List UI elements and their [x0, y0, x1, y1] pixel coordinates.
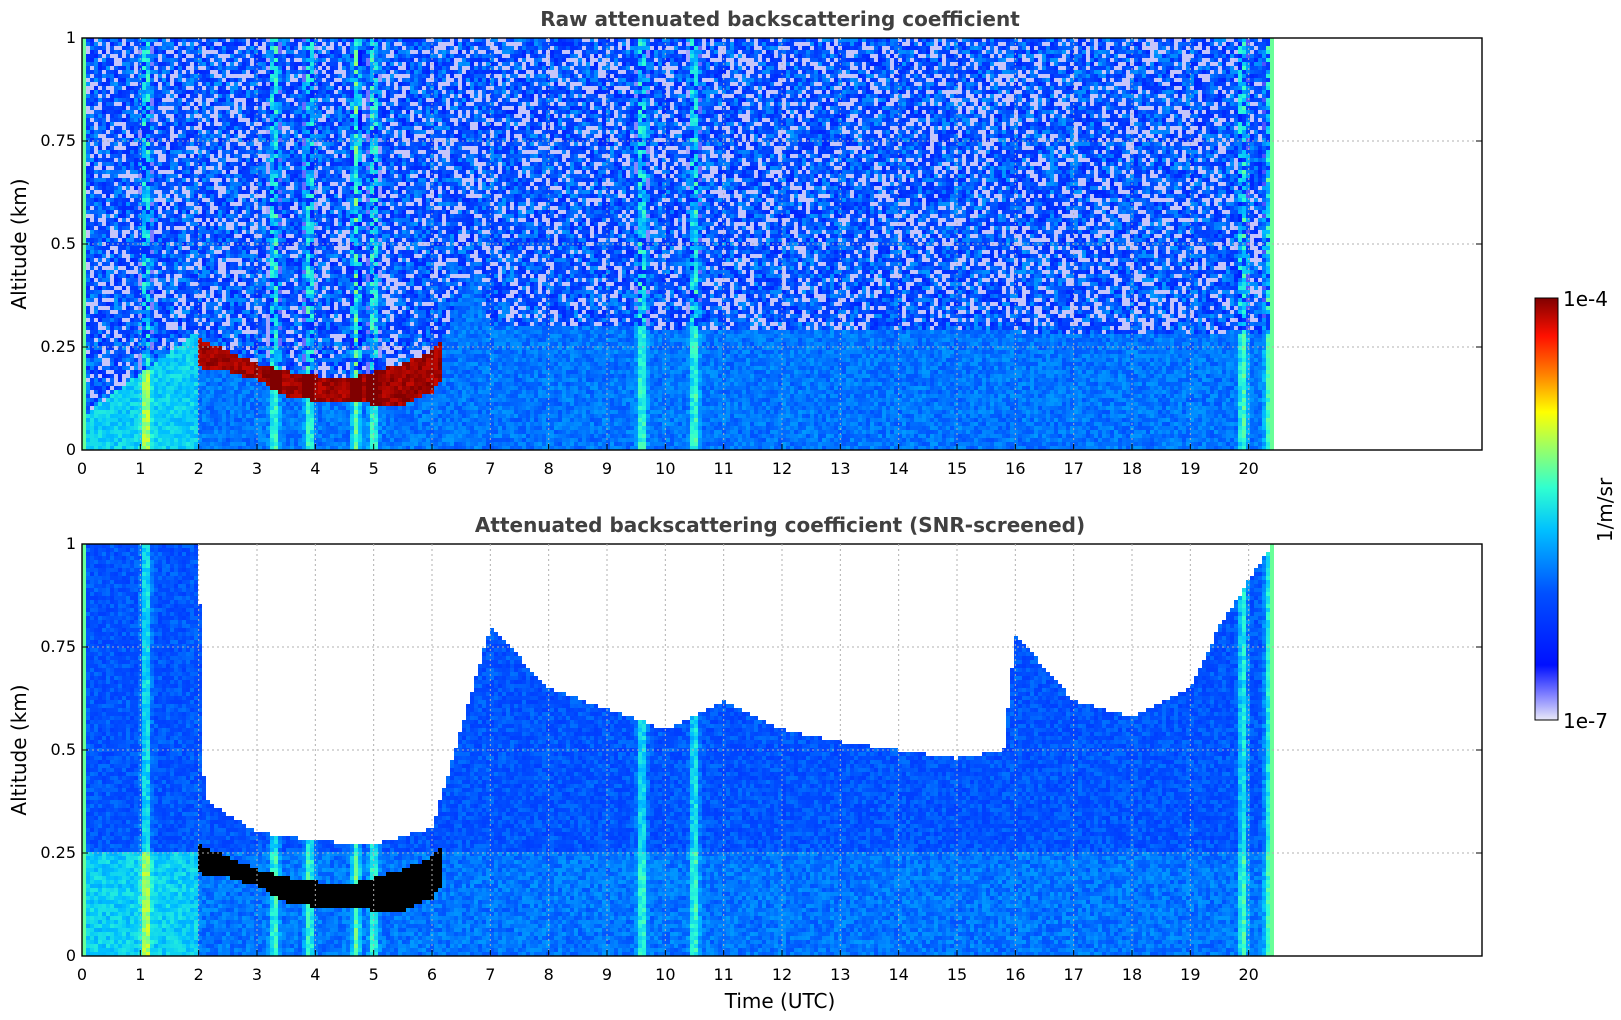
x-tick-label: 8	[544, 965, 554, 984]
x-tick-label: 18	[1122, 459, 1142, 478]
x-tick-label: 9	[602, 965, 612, 984]
y-tick-label: 0.5	[51, 234, 76, 253]
y-axis-label: Altitude (km)	[7, 684, 31, 815]
x-axis-label: Time (UTC)	[724, 989, 836, 1013]
x-tick-label: 3	[252, 965, 262, 984]
colorbar-max-label: 1e-4	[1563, 287, 1608, 311]
x-tick-label: 11	[713, 459, 733, 478]
y-tick-label: 0.5	[51, 740, 76, 759]
colorbar-unit-label: 1/m/sr	[1593, 477, 1617, 542]
y-axis: 0 0.25 0.5 0.75 1	[40, 28, 1482, 459]
y-tick-label: 1	[66, 28, 76, 47]
x-tick-label: 2	[194, 965, 204, 984]
x-tick-label: 4	[310, 965, 320, 984]
x-tick-label: 9	[602, 459, 612, 478]
x-tick-label: 8	[544, 459, 554, 478]
x-tick-label: 20	[1238, 459, 1258, 478]
x-tick-label: 13	[830, 459, 850, 478]
x-tick-label: 17	[1063, 459, 1083, 478]
x-tick-label: 15	[947, 459, 967, 478]
x-tick-label: 16	[1005, 459, 1025, 478]
x-tick-label: 18	[1122, 965, 1142, 984]
x-tick-label: 3	[252, 459, 262, 478]
raw-backscatter-panel: Raw attenuated backscattering coefficien…	[7, 7, 1483, 478]
x-tick-label: 19	[1180, 965, 1200, 984]
x-tick-label: 13	[830, 965, 850, 984]
y-tick-label: 0.25	[40, 337, 76, 356]
panel-title: Attenuated backscattering coefficient (S…	[475, 513, 1085, 537]
y-tick-label: 0.75	[40, 131, 76, 150]
y-axis: 0 0.25 0.5 0.75 1	[40, 534, 1482, 965]
x-tick-label: 10	[655, 459, 675, 478]
x-tick-label: 12	[772, 459, 792, 478]
x-tick-label: 17	[1063, 965, 1083, 984]
colorbar: 1e-4 1e-7 1/m/sr	[1534, 287, 1617, 733]
x-tick-label: 0	[77, 459, 87, 478]
x-tick-label: 15	[947, 965, 967, 984]
x-tick-label: 5	[369, 459, 379, 478]
x-tick-label: 6	[427, 965, 437, 984]
y-tick-label: 1	[66, 534, 76, 553]
colorbar-min-label: 1e-7	[1563, 709, 1608, 733]
x-tick-label: 20	[1238, 965, 1258, 984]
y-tick-label: 0	[66, 440, 76, 459]
x-tick-label: 7	[485, 459, 495, 478]
y-axis-label: Altitude (km)	[7, 178, 31, 309]
x-tick-label: 7	[485, 965, 495, 984]
x-tick-label: 10	[655, 965, 675, 984]
y-tick-label: 0.75	[40, 637, 76, 656]
x-tick-label: 19	[1180, 459, 1200, 478]
y-tick-label: 0	[66, 946, 76, 965]
x-tick-label: 11	[713, 965, 733, 984]
colorbar-gradient	[1534, 297, 1559, 721]
x-tick-label: 4	[310, 459, 320, 478]
x-tick-label: 14	[888, 965, 908, 984]
x-tick-label: 2	[194, 459, 204, 478]
x-tick-label: 16	[1005, 965, 1025, 984]
x-tick-label: 14	[888, 459, 908, 478]
x-tick-label: 0	[77, 965, 87, 984]
x-tick-label: 12	[772, 965, 792, 984]
panel-title: Raw attenuated backscattering coefficien…	[540, 7, 1020, 31]
screened-backscatter-panel: Attenuated backscattering coefficient (S…	[7, 513, 1483, 1013]
x-tick-label: 6	[427, 459, 437, 478]
y-tick-label: 0.25	[40, 843, 76, 862]
x-tick-label: 1	[135, 459, 145, 478]
x-tick-label: 5	[369, 965, 379, 984]
x-tick-label: 1	[135, 965, 145, 984]
